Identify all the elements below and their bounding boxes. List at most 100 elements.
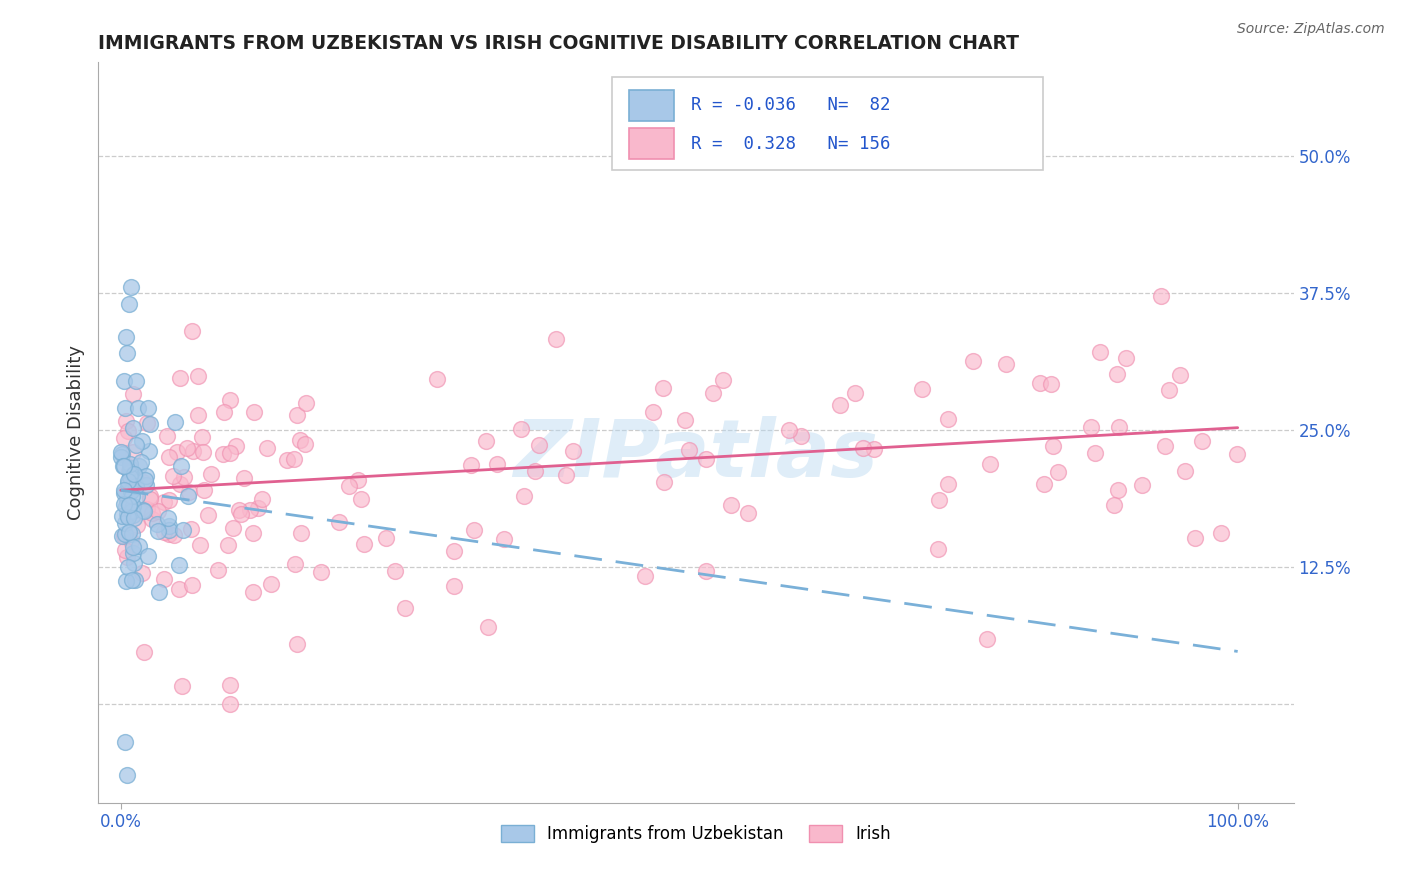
Point (112, 374, 135, 388)
Point (117, 494, 139, 508)
Point (475, 434, 498, 448)
Point (136, 416, 159, 430)
Point (122, 499, 145, 513)
Point (114, 413, 136, 427)
Point (678, 442, 700, 457)
Point (114, 499, 136, 513)
Point (170, 679, 193, 693)
Point (962, 354, 984, 368)
Point (167, 582, 190, 596)
Point (125, 489, 148, 503)
Point (828, 398, 851, 412)
Point (172, 523, 194, 537)
Point (132, 504, 155, 518)
Point (120, 280, 142, 294)
Point (122, 557, 145, 571)
Point (124, 467, 146, 481)
Point (162, 469, 184, 483)
Point (1033, 477, 1056, 491)
Point (122, 510, 145, 524)
Point (492, 533, 515, 547)
Point (513, 489, 536, 503)
Point (287, 637, 309, 651)
Point (232, 470, 254, 484)
Point (122, 445, 145, 459)
Point (1107, 483, 1129, 498)
Point (1105, 367, 1128, 381)
Point (177, 485, 200, 500)
Point (295, 396, 318, 410)
Point (219, 392, 242, 407)
Point (1168, 368, 1191, 382)
Point (120, 464, 142, 478)
Point (114, 516, 136, 530)
Legend: Immigrants from Uzbekistan, Irish: Immigrants from Uzbekistan, Irish (494, 819, 898, 850)
Point (141, 512, 163, 526)
Point (134, 645, 156, 659)
FancyBboxPatch shape (613, 78, 1043, 169)
Point (927, 542, 949, 557)
Y-axis label: Cognitive Disability: Cognitive Disability (66, 345, 84, 520)
Point (117, 768, 139, 782)
Point (936, 477, 959, 491)
Point (1040, 376, 1063, 391)
Point (285, 409, 308, 423)
Point (166, 445, 188, 459)
Point (117, 560, 139, 574)
Point (1115, 351, 1137, 366)
Point (229, 507, 252, 521)
Point (1226, 447, 1249, 461)
Point (936, 412, 959, 426)
Point (187, 368, 209, 383)
Point (790, 429, 813, 443)
Point (228, 502, 250, 516)
Point (163, 527, 186, 541)
Point (1157, 383, 1180, 397)
Point (132, 475, 155, 489)
Point (250, 491, 273, 506)
Point (112, 483, 135, 497)
Point (117, 346, 139, 360)
Point (181, 444, 204, 458)
Point (634, 569, 657, 583)
Point (443, 544, 465, 558)
Point (862, 442, 884, 457)
Point (180, 578, 202, 592)
Point (111, 529, 134, 543)
Point (180, 522, 202, 536)
Point (239, 503, 262, 517)
Point (695, 564, 717, 578)
Point (426, 372, 449, 386)
Point (778, 424, 800, 438)
Point (129, 455, 152, 469)
Point (247, 500, 270, 515)
Point (121, 483, 143, 498)
Point (928, 493, 950, 508)
Point (1184, 532, 1206, 546)
Point (486, 457, 509, 471)
Point (115, 484, 138, 499)
Point (146, 516, 169, 531)
Point (131, 434, 153, 449)
Point (844, 386, 866, 401)
Point (256, 441, 278, 455)
Point (114, 526, 136, 541)
Point (211, 446, 233, 460)
Point (337, 479, 360, 493)
Point (177, 489, 200, 503)
Point (1046, 466, 1069, 480)
Point (111, 459, 134, 474)
Point (219, 678, 242, 692)
Point (114, 735, 136, 749)
Point (375, 532, 398, 546)
Point (118, 464, 141, 478)
Point (1211, 525, 1233, 540)
Point (976, 632, 998, 646)
Point (120, 457, 142, 471)
Point (173, 469, 195, 483)
Point (117, 425, 139, 439)
Point (207, 563, 229, 577)
Point (157, 450, 180, 465)
Point (169, 371, 191, 385)
Point (157, 524, 180, 538)
